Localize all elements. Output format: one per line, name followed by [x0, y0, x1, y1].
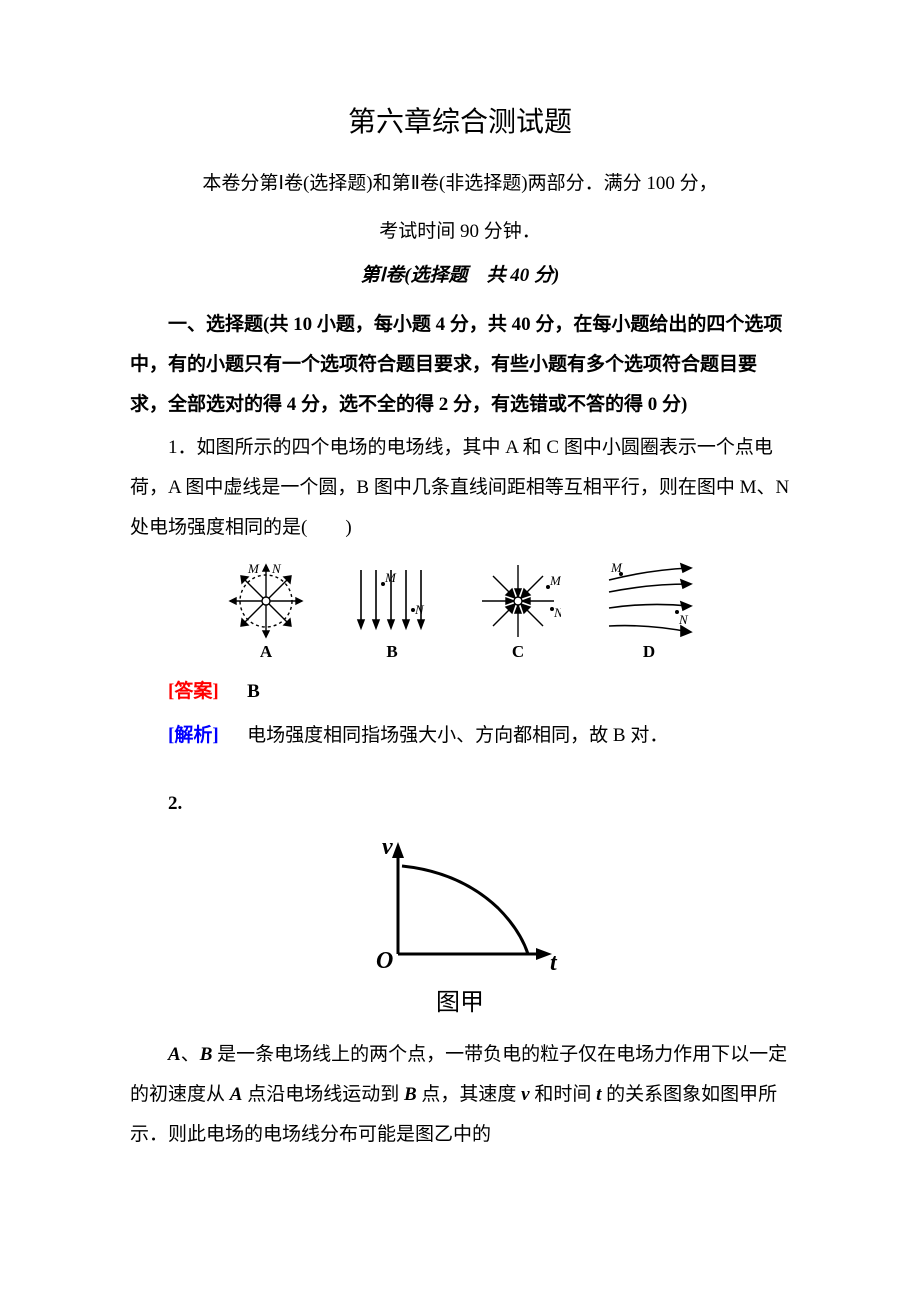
section1-instructions: 一、选择题(共 10 小题，每小题 4 分，共 40 分，在每小题给出的四个选项…: [130, 305, 790, 425]
label-M: M: [384, 570, 397, 585]
label-M: M: [247, 562, 260, 576]
q2-figure: v t O 图甲: [130, 838, 790, 1017]
axis-v-label: v: [382, 838, 393, 860]
q1-answer: [答案] B: [130, 672, 790, 712]
diagram-A: M N A: [223, 562, 309, 662]
label-M: M: [610, 562, 623, 575]
q1-analysis: [解析] 电场强度相同指场强大小、方向都相同，故 B 对．: [130, 716, 790, 756]
q1-analysis-text: 电场强度相同指场强大小、方向都相同，故 B 对．: [247, 725, 668, 746]
q1-diagrams: M N A M N B: [130, 562, 790, 662]
question-2-text: A、B 是一条电场线上的两个点，一带负电的粒子仅在电场力作用下以一定的初速度从 …: [130, 1035, 790, 1155]
q2-fig-caption: 图甲: [436, 982, 484, 1017]
analysis-label: [解析]: [168, 725, 219, 746]
label-N: N: [678, 612, 689, 627]
diagram-C: M N C: [475, 562, 561, 662]
q1-answer-value: B: [247, 681, 260, 702]
answer-label: [答案]: [168, 681, 219, 702]
intro-line-1: 本卷分第Ⅰ卷(选择题)和第Ⅱ卷(非选择题)两部分．满分 100 分，: [130, 164, 790, 204]
label-N: N: [414, 602, 425, 617]
diagram-C-label: C: [512, 642, 524, 662]
q2-number-text: 2.: [168, 793, 182, 814]
label-M: M: [549, 573, 561, 588]
origin-label: O: [376, 948, 393, 974]
page-title: 第六章综合测试题: [130, 100, 790, 140]
question-2-number: 2.: [130, 784, 790, 824]
intro-line-2: 考试时间 90 分钟．: [130, 212, 790, 252]
diagram-D: M N D: [601, 562, 697, 662]
part1-header: 第Ⅰ卷(选择题 共 40 分): [130, 260, 790, 287]
diagram-B-label: B: [386, 642, 397, 662]
diagram-D-label: D: [643, 642, 655, 662]
label-N: N: [271, 562, 282, 576]
question-1-text: 1．如图所示的四个电场的电场线，其中 A 和 C 图中小圆圈表示一个点电荷，A …: [130, 428, 790, 548]
label-N: N: [553, 605, 561, 620]
diagram-B: M N B: [349, 562, 435, 662]
diagram-A-label: A: [260, 642, 272, 662]
axis-t-label: t: [550, 950, 558, 976]
